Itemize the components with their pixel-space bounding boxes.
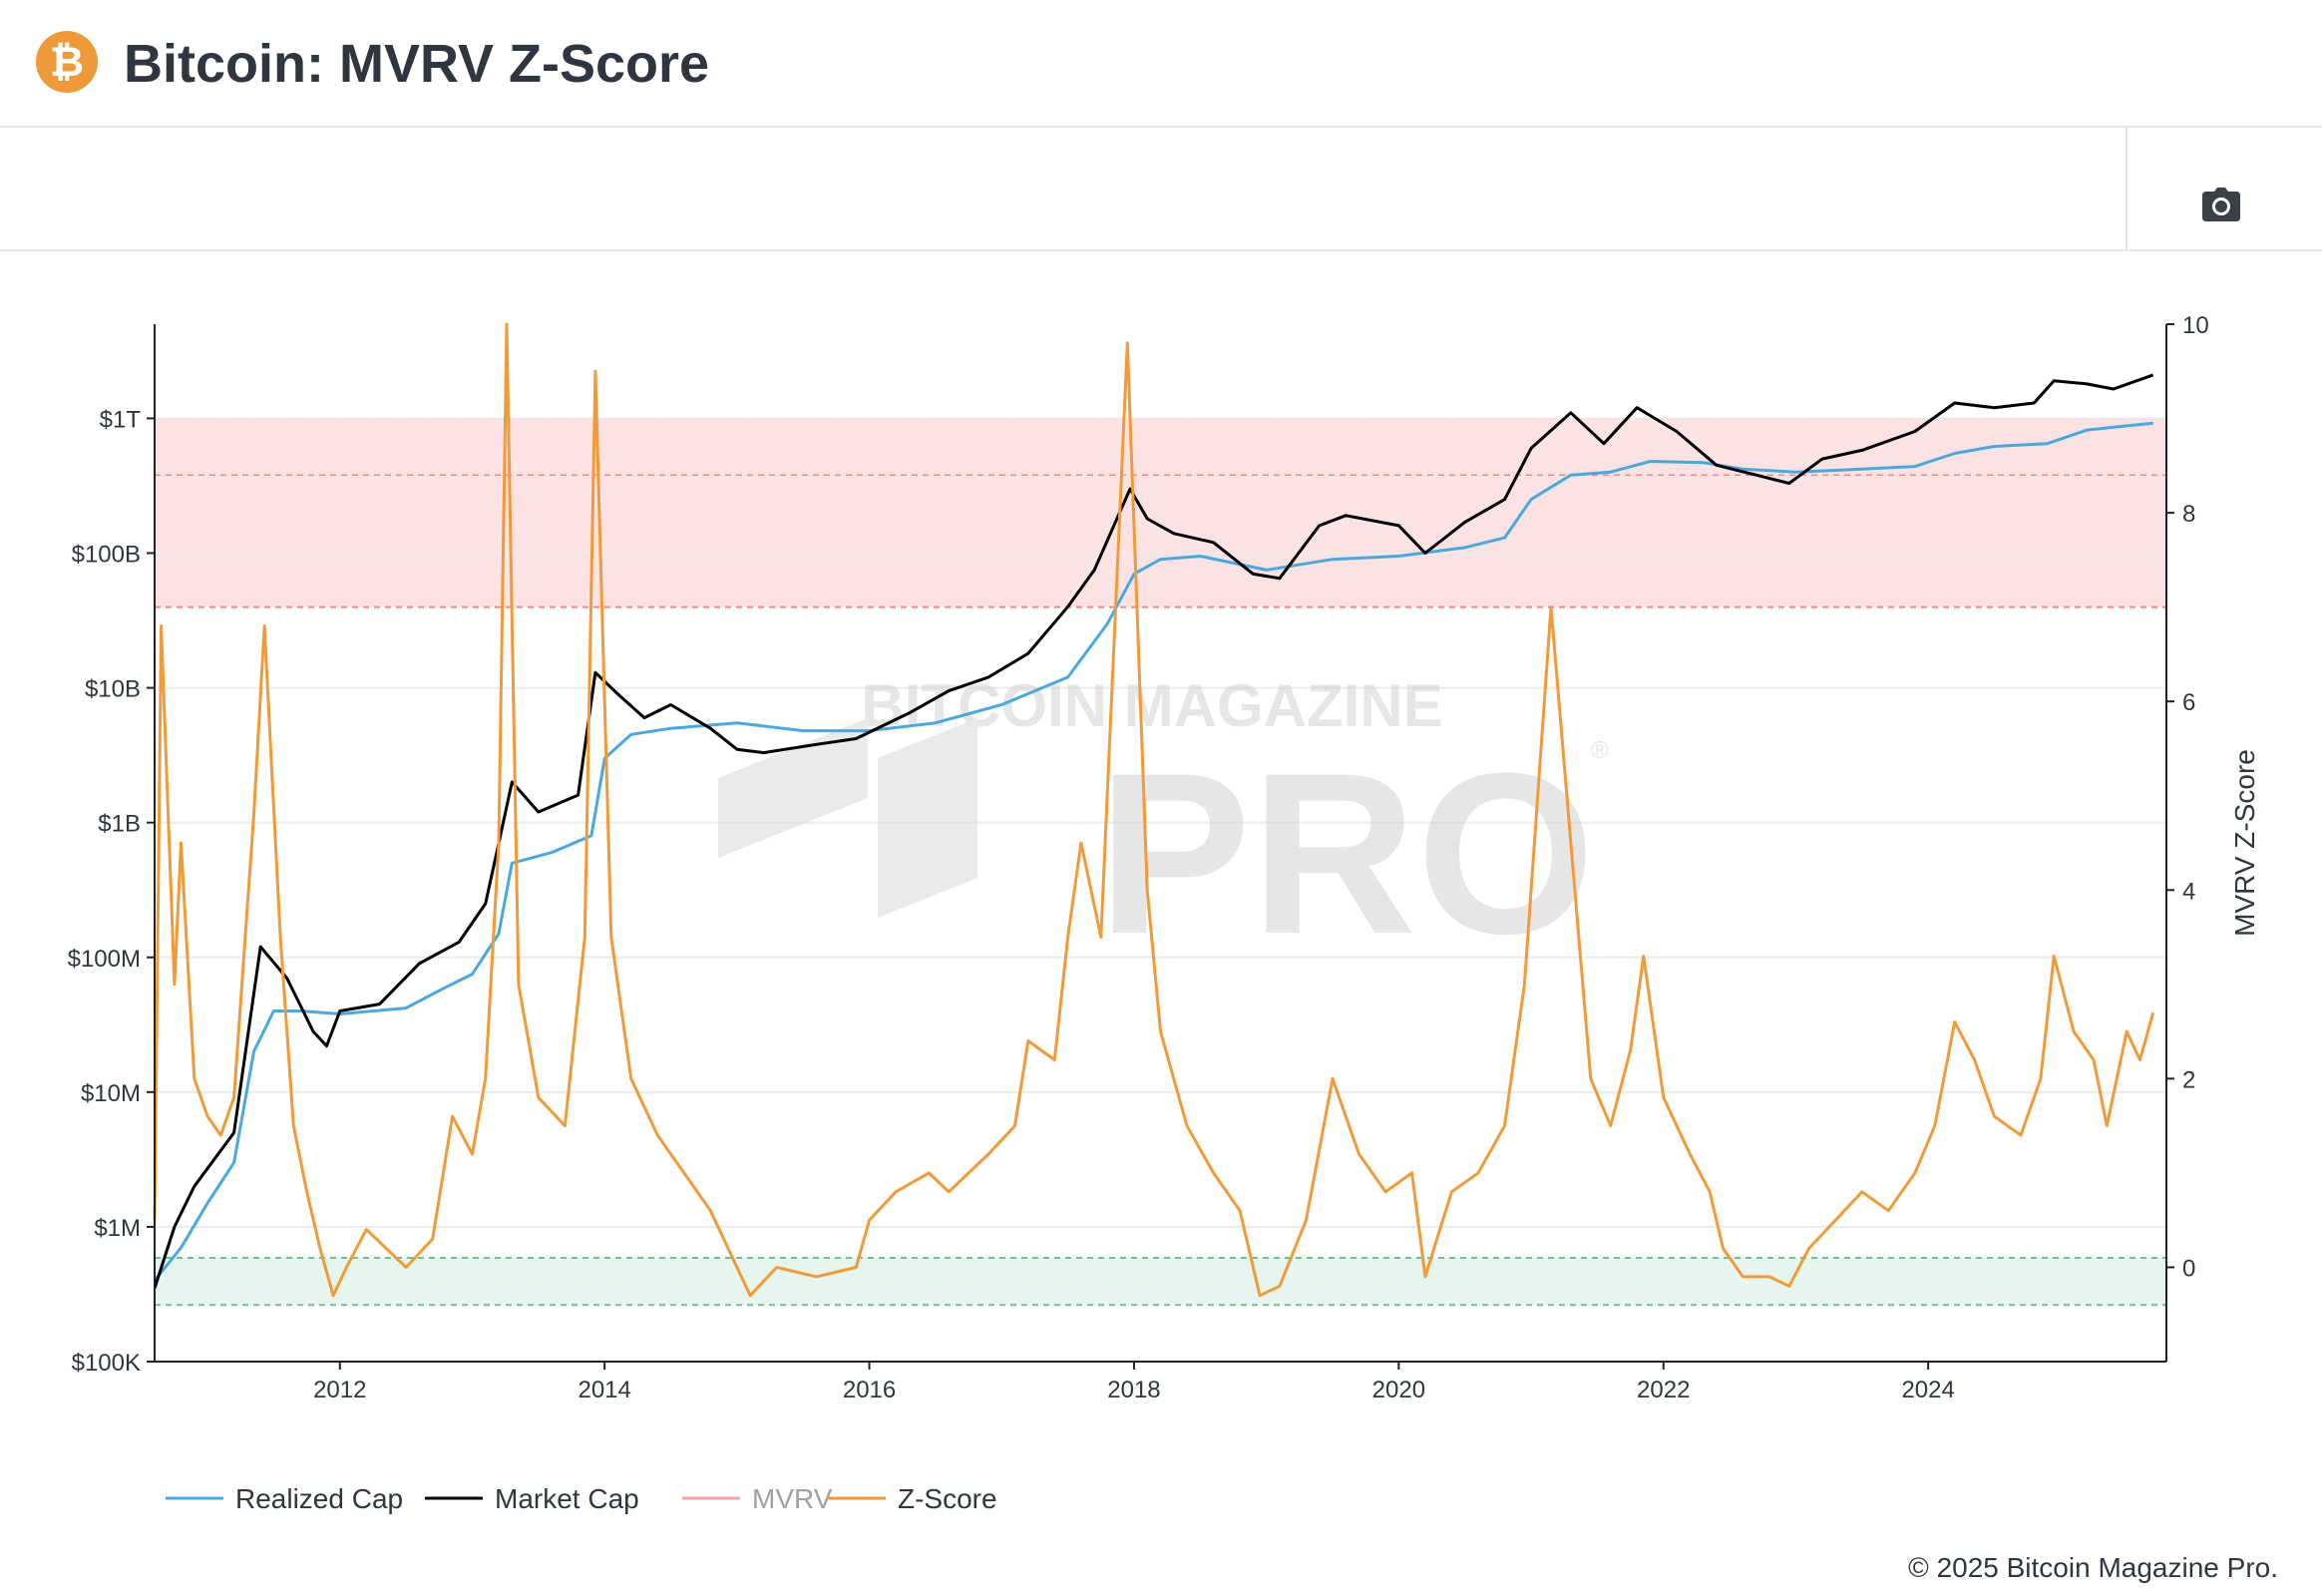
- series-lines: [153, 322, 2155, 1298]
- x-tick-label: 2018: [1107, 1377, 1160, 1403]
- y-left-tick-label: $1T: [100, 406, 142, 433]
- y-left-tick-label: $1B: [98, 811, 141, 838]
- y-right-tick-label: 6: [2182, 689, 2195, 716]
- y-left-tick-label: $10M: [81, 1080, 141, 1107]
- x-tick-label: 2024: [1901, 1377, 1954, 1403]
- page-header: ₿ Bitcoin: MVRV Z-Score: [0, 0, 2322, 128]
- legend-label-mvrv[interactable]: MVRV: [752, 1483, 833, 1514]
- copyright-text: © 2025 Bitcoin Magazine Pro.: [1908, 1552, 2278, 1583]
- red-zone-band: [155, 418, 2166, 607]
- legend-label-market-cap[interactable]: Market Cap: [495, 1483, 639, 1514]
- watermark: BITCOIN MAGAZINE PRO ®: [718, 672, 1609, 982]
- y-right-tick-label: 8: [2182, 501, 2195, 528]
- y-right-tick-label: 2: [2182, 1066, 2195, 1093]
- x-tick-label: 2012: [313, 1377, 366, 1403]
- y-right-tick-label: 0: [2182, 1255, 2195, 1282]
- zone-bands: [155, 417, 2166, 1307]
- mvrv-zscore-chart: BITCOIN MAGAZINE PRO ® $1T$100B$10B$1B$1…: [68, 312, 2260, 1514]
- toolbar-divider: [2126, 128, 2128, 249]
- y-left-tick-label: $1M: [94, 1215, 141, 1242]
- axes: $1T $100B $10B $1B $100M $10M $1M $100K 10 8 6 4 2 0 M…: [68, 312, 2260, 1403]
- watermark-mark-left: [718, 718, 868, 858]
- page-title: Bitcoin: MVRV Z-Score: [124, 34, 710, 94]
- market-cap-line: [153, 373, 2154, 1289]
- watermark-mark-right: [878, 718, 977, 918]
- watermark-line2: PRO: [1098, 725, 1595, 982]
- chart-toolbar: [0, 128, 2322, 251]
- x-tick-label: 2020: [1372, 1377, 1425, 1403]
- watermark-registered: ®: [1591, 737, 1609, 764]
- bitcoin-logo-glyph: ₿: [49, 37, 85, 86]
- chart-legend: Realized Cap Market Cap MVRV Z-Score: [166, 1483, 997, 1514]
- x-tick-label: 2014: [578, 1377, 630, 1403]
- y-right-axis-title: MVRV Z-Score: [2229, 749, 2260, 937]
- y-left-tick-label: $100M: [68, 946, 141, 973]
- grid-lines: [155, 417, 2166, 1363]
- legend-label-realized-cap[interactable]: Realized Cap: [235, 1483, 403, 1514]
- legend-label-z-score[interactable]: Z-Score: [898, 1483, 997, 1514]
- bitcoin-logo-icon: ₿: [36, 31, 98, 93]
- x-tick-label: 2022: [1637, 1377, 1690, 1403]
- camera-icon[interactable]: [2202, 188, 2240, 221]
- x-tick-label: 2016: [843, 1377, 896, 1403]
- green-zone-band: [155, 1258, 2166, 1306]
- y-left-tick-label: $10B: [85, 676, 141, 703]
- y-right-tick-label: 4: [2182, 878, 2195, 905]
- z-score-line: [153, 322, 2155, 1298]
- y-right-tick-label: 10: [2182, 312, 2209, 339]
- y-left-tick-label: $100K: [72, 1350, 141, 1377]
- y-left-tick-label: $100B: [72, 542, 141, 569]
